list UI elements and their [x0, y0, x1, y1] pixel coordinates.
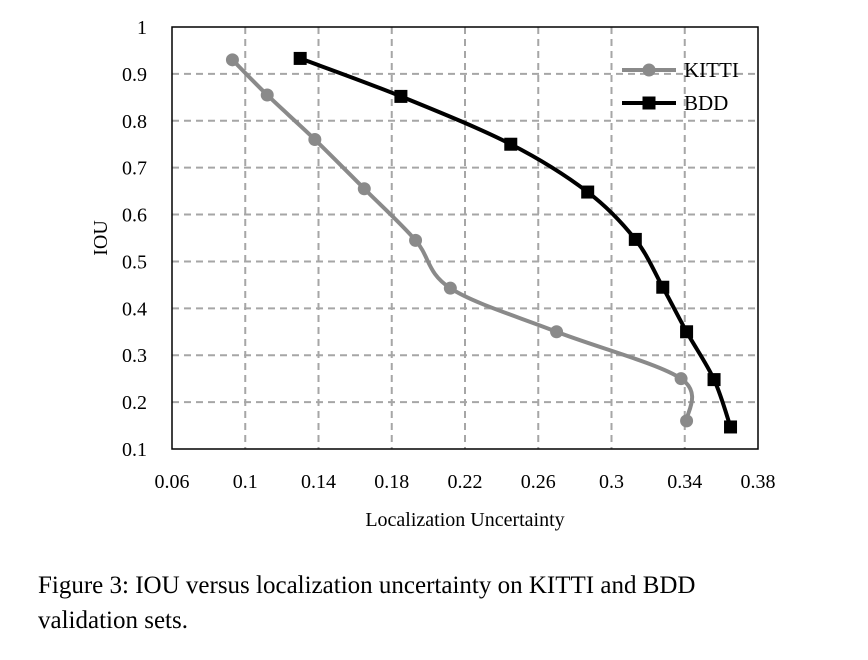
legend-entry-bdd: BDD: [622, 91, 728, 115]
y-tick-label: 0.6: [122, 205, 147, 227]
x-tick-label: 0.34: [667, 471, 702, 493]
plot-frame: [171, 26, 759, 450]
y-tick-labels: 0.1 0.2 0.3 0.4 0.5 0.6 0.7 0.8 0.9 1: [122, 17, 147, 461]
y-tick-label: 0.2: [122, 392, 147, 414]
chart: 0.06 0.1 0.14 0.18 0.22 0.26 0.3 0.34 0.38 0.10.…: [90, 17, 776, 531]
figure-caption: Figure 3: IOU versus localization uncert…: [38, 568, 838, 638]
data-point-kitti: [680, 414, 694, 428]
data-point-bdd: [724, 420, 738, 434]
series-group: [225, 51, 738, 434]
x-tick-label: 0.3: [599, 471, 624, 493]
plot-border: [171, 26, 759, 450]
data-point-bdd: [656, 280, 670, 294]
y-tick-label: 0.7: [122, 158, 147, 180]
legend: KITTI BDD: [622, 58, 739, 115]
x-tick-labels: 0.06 0.1 0.14 0.18 0.22 0.26 0.3 0.34 0.38: [155, 471, 776, 493]
series-kitti: [225, 53, 695, 428]
legend-label-kitti: KITTI: [684, 58, 739, 82]
data-point-kitti: [260, 88, 274, 102]
x-tick-label: 0.14: [301, 471, 336, 493]
data-point-kitti: [550, 325, 564, 339]
data-point-kitti: [443, 281, 457, 295]
data-point-bdd: [581, 185, 595, 199]
x-tick-label: 0.1: [233, 471, 258, 493]
y-tick-label: 0.5: [122, 251, 147, 273]
data-point-kitti: [409, 233, 423, 247]
y-tick-label: 0.8: [122, 111, 147, 133]
y-tick-label: 1: [137, 17, 147, 39]
y-tick-label: 0.3: [122, 345, 147, 367]
x-tick-label: 0.18: [374, 471, 409, 493]
data-point-bdd: [707, 373, 721, 387]
data-point-kitti: [357, 182, 371, 196]
data-point-kitti: [308, 133, 322, 147]
y-tick-label: 0.9: [122, 64, 147, 86]
legend-label-bdd: BDD: [684, 91, 728, 115]
data-point-bdd: [628, 232, 642, 246]
caption-line-1: Figure 3: IOU versus localization uncert…: [38, 572, 696, 599]
data-point-bdd: [680, 325, 694, 339]
series-line-kitti: [231, 58, 695, 422]
x-axis-title: Localization Uncertainty: [365, 509, 564, 531]
data-point-bdd: [293, 51, 307, 65]
legend-entry-kitti: KITTI: [622, 58, 739, 82]
data-point-kitti: [225, 53, 239, 67]
y-tick-label: 0.1: [122, 439, 147, 461]
x-tick-label: 0.26: [521, 471, 556, 493]
x-tick-label: 0.06: [155, 471, 190, 493]
caption-line-2: validation sets.: [38, 607, 188, 634]
legend-marker-bdd: [642, 96, 656, 110]
legend-marker-kitti: [642, 63, 656, 77]
data-point-bdd: [504, 137, 518, 151]
x-tick-label: 0.22: [448, 471, 483, 493]
data-point-kitti: [674, 372, 688, 386]
series-line-bdd: [299, 56, 733, 428]
y-tick-label: 0.4: [122, 298, 147, 320]
y-axis-title: IOU: [90, 220, 112, 256]
series-bdd: [293, 51, 738, 434]
x-tick-label: 0.38: [741, 471, 776, 493]
data-point-bdd: [394, 89, 408, 103]
